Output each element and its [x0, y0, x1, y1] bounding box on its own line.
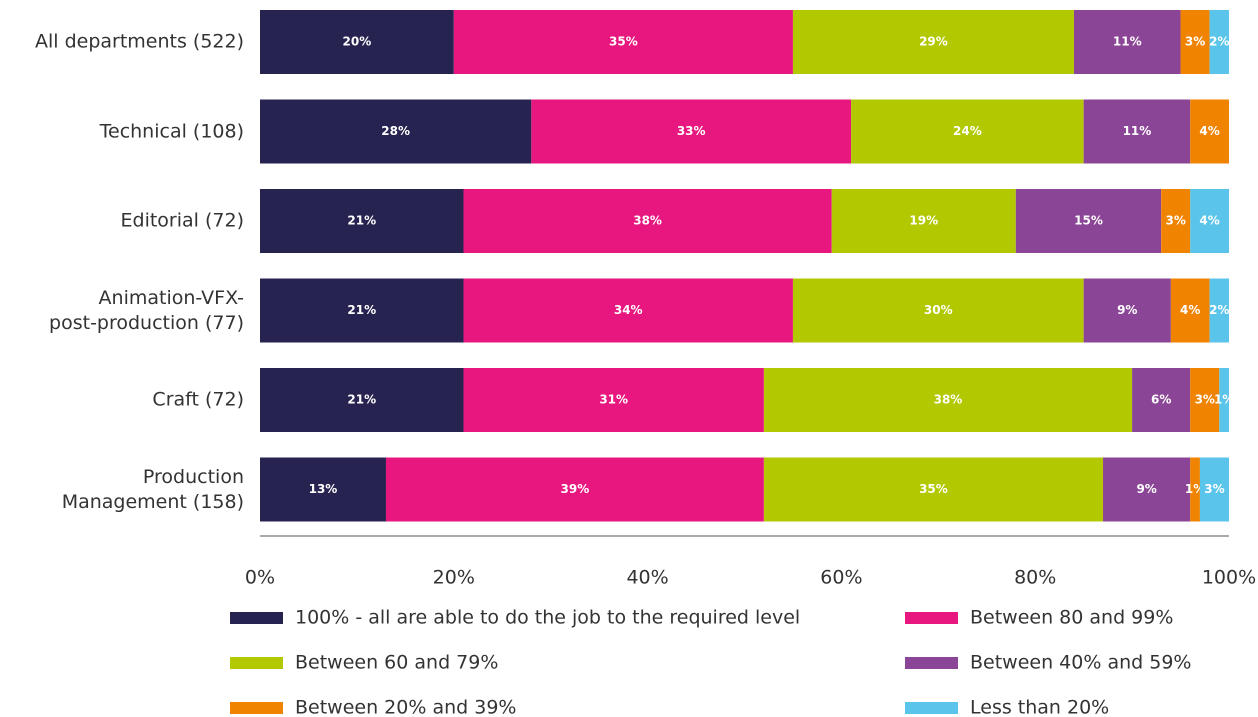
- bar-segment: [1103, 457, 1191, 522]
- category-label: Craft (72): [152, 388, 244, 411]
- bar-segment: [463, 189, 832, 253]
- legend-swatch: [905, 702, 958, 714]
- legend-swatch: [905, 657, 958, 669]
- value-label: 30%: [924, 303, 953, 317]
- value-label: 33%: [677, 124, 706, 138]
- value-label: 6%: [1151, 393, 1171, 407]
- value-label: 2%: [1209, 35, 1229, 49]
- value-label: 38%: [934, 393, 963, 407]
- value-label: 11%: [1123, 124, 1152, 138]
- category-label: Animation-VFX- post-production (77): [49, 286, 244, 334]
- bar-segment: [792, 278, 1084, 343]
- value-label: 15%: [1074, 214, 1103, 228]
- legend-label: Between 60 and 79%: [295, 652, 498, 674]
- legend-label: Between 80 and 99%: [970, 607, 1173, 629]
- legend-label: 100% - all are able to do the job to the…: [295, 607, 800, 629]
- value-label: 31%: [599, 393, 628, 407]
- legend-label: Between 40% and 59%: [970, 652, 1191, 674]
- bar-segment: [763, 368, 1133, 432]
- bar-segment: [453, 10, 793, 74]
- x-tick-label: 80%: [1014, 567, 1056, 589]
- x-tick-label: 20%: [433, 567, 475, 589]
- value-label: 4%: [1199, 124, 1219, 138]
- bar-segment: [1199, 457, 1229, 522]
- legend-label: Between 20% and 39%: [295, 697, 516, 717]
- bar-segment: [1190, 99, 1229, 164]
- bar-segment: [1083, 278, 1171, 343]
- x-tick-label: 100%: [1202, 567, 1256, 589]
- value-label: 19%: [909, 214, 938, 228]
- value-label: 13%: [309, 482, 338, 496]
- bar-segment: [1073, 10, 1181, 74]
- value-label: 1%: [1214, 393, 1234, 407]
- bar-segment: [851, 99, 1084, 164]
- bar-segment: [260, 278, 464, 343]
- value-label: 3%: [1166, 214, 1186, 228]
- bar-segment: [1190, 368, 1220, 432]
- value-label: 21%: [347, 214, 376, 228]
- x-tick-label: 0%: [245, 567, 275, 589]
- value-label: 11%: [1113, 35, 1142, 49]
- value-label: 4%: [1180, 303, 1200, 317]
- value-label: 35%: [919, 482, 948, 496]
- x-tick-label: 60%: [820, 567, 862, 589]
- bar-segment: [260, 189, 464, 253]
- value-label: 9%: [1117, 303, 1137, 317]
- value-label: 3%: [1195, 393, 1215, 407]
- bar-segment: [1180, 10, 1210, 74]
- value-label: 9%: [1136, 482, 1156, 496]
- value-label: 20%: [343, 35, 372, 49]
- value-label: 29%: [919, 35, 948, 49]
- value-label: 3%: [1185, 35, 1205, 49]
- bar-segment: [1209, 278, 1229, 343]
- bar-segment: [1190, 457, 1200, 522]
- category-label: All departments (522): [34, 30, 244, 53]
- value-label: 34%: [614, 303, 643, 317]
- bar-segment: [1132, 368, 1191, 432]
- x-tick-label: 40%: [626, 567, 668, 589]
- bar-segment: [260, 457, 386, 522]
- bar-segment: [1190, 189, 1229, 253]
- value-label: 2%: [1209, 303, 1229, 317]
- category-label: Editorial (72): [120, 209, 244, 232]
- value-label: 4%: [1199, 214, 1219, 228]
- bar-segment: [463, 278, 793, 343]
- bar-segment: [1170, 278, 1210, 343]
- value-label: 28%: [381, 124, 410, 138]
- bar-segment: [792, 10, 1074, 74]
- bar-segment: [763, 457, 1104, 522]
- bar-segment: [831, 189, 1016, 253]
- legend-swatch: [905, 612, 958, 624]
- legend-swatch: [230, 702, 283, 714]
- value-label: 3%: [1204, 482, 1224, 496]
- bar-segment: [531, 99, 852, 164]
- value-label: 24%: [953, 124, 982, 138]
- bar-segment: [385, 457, 764, 522]
- category-label: Production Management (158): [61, 465, 244, 513]
- bar-segment: [1083, 99, 1191, 164]
- category-label: Technical (108): [99, 120, 244, 142]
- value-label: 35%: [609, 35, 638, 49]
- bar-segment: [463, 368, 764, 432]
- bar-segment: [1161, 189, 1191, 253]
- legend-swatch: [230, 612, 283, 624]
- bar-segment: [260, 99, 532, 164]
- value-label: 21%: [347, 393, 376, 407]
- legend-label: Less than 20%: [970, 697, 1109, 717]
- value-label: 38%: [633, 214, 662, 228]
- bar-segment: [1015, 189, 1162, 253]
- bar-segment: [1219, 368, 1229, 432]
- bar-segment: [260, 368, 464, 432]
- value-label: 21%: [347, 303, 376, 317]
- bar-segment: [260, 10, 454, 74]
- bar-segment: [1209, 10, 1229, 74]
- value-label: 39%: [561, 482, 590, 496]
- legend-swatch: [230, 657, 283, 669]
